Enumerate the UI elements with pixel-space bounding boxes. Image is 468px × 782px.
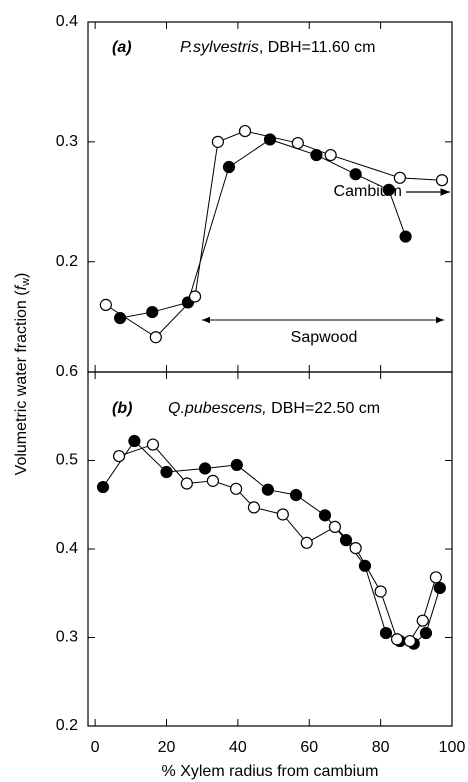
sapwood-label: Sapwood (291, 329, 358, 346)
y-tick-label: 0.3 (56, 629, 78, 646)
x-tick-label: 20 (158, 739, 176, 756)
data-point (96, 480, 110, 494)
panel-title: Q.pubescens, DBH=22.50 cm (168, 400, 380, 417)
data-point (358, 559, 372, 572)
data-point (206, 474, 220, 487)
data-point (188, 290, 202, 303)
species: P.sylvestris (180, 39, 259, 56)
y-tick-label: 0.2 (56, 717, 78, 734)
data-point (229, 482, 243, 495)
data-point (146, 305, 159, 319)
x-axis-label: % Xylem radius from cambium (162, 763, 379, 780)
data-point (276, 508, 289, 521)
x-tick-label: 40 (229, 739, 247, 756)
x-tick-label: 80 (372, 739, 390, 756)
y-label-text: Volumetric water fraction ( (13, 290, 30, 476)
title-detail: , DBH=11.60 cm (259, 39, 376, 56)
plot-frame (87, 371, 453, 727)
data-point (382, 183, 395, 196)
data-point (99, 298, 112, 311)
y-label-subscript: w (20, 278, 32, 287)
series-line (120, 138, 407, 319)
title-detail: DBH=22.50 cm (267, 400, 380, 417)
data-point (429, 571, 443, 584)
y-tick-label: 0.5 (56, 452, 78, 469)
y-label-close: ) (13, 273, 30, 278)
data-point (112, 449, 126, 463)
data-point (291, 136, 304, 150)
y-tick-label: 0.2 (56, 253, 78, 270)
y-tick-label: 0.6 (56, 363, 78, 380)
data-point (180, 477, 193, 490)
data-point (263, 133, 277, 146)
data-point (349, 168, 362, 181)
data-point (379, 626, 393, 640)
data-point (399, 230, 412, 243)
data-point (247, 501, 261, 514)
data-point (211, 135, 224, 148)
data-point (318, 509, 332, 522)
data-point (349, 542, 362, 555)
data-point (198, 462, 212, 475)
species: Q.pubescens, (168, 400, 267, 417)
data-point (419, 626, 433, 640)
y-axis-label: Volumetric water fraction (fw) (13, 273, 32, 476)
data-point (222, 160, 236, 174)
data-point (403, 634, 416, 648)
data-point (160, 465, 173, 479)
y-label-symbol: f (13, 284, 30, 290)
data-point (128, 434, 141, 448)
panel-label: (a) (112, 39, 132, 56)
x-tick-label: 100 (439, 739, 466, 756)
data-point (374, 585, 387, 598)
series-line (105, 130, 443, 338)
data-point (416, 614, 429, 627)
data-point (435, 174, 449, 187)
data-point (324, 148, 337, 162)
data-point (393, 171, 406, 184)
panel-label: (b) (112, 400, 132, 417)
data-point (433, 581, 446, 595)
data-point (390, 633, 404, 646)
data-point (238, 124, 252, 138)
data-point (261, 483, 274, 496)
data-point (230, 458, 243, 472)
data-point (339, 534, 353, 547)
data-point (328, 520, 342, 533)
y-tick-label: 0.4 (56, 13, 78, 30)
x-tick-label: 60 (300, 739, 318, 756)
x-tick-label: 0 (91, 739, 100, 756)
data-point (146, 438, 160, 451)
data-point (289, 488, 303, 502)
data-point (149, 331, 162, 344)
data-point (300, 536, 313, 549)
series-line (102, 440, 441, 645)
panel-title: P.sylvestris, DBH=11.60 cm (180, 39, 375, 56)
y-tick-label: 0.3 (56, 133, 78, 150)
y-tick-label: 0.4 (56, 540, 78, 557)
